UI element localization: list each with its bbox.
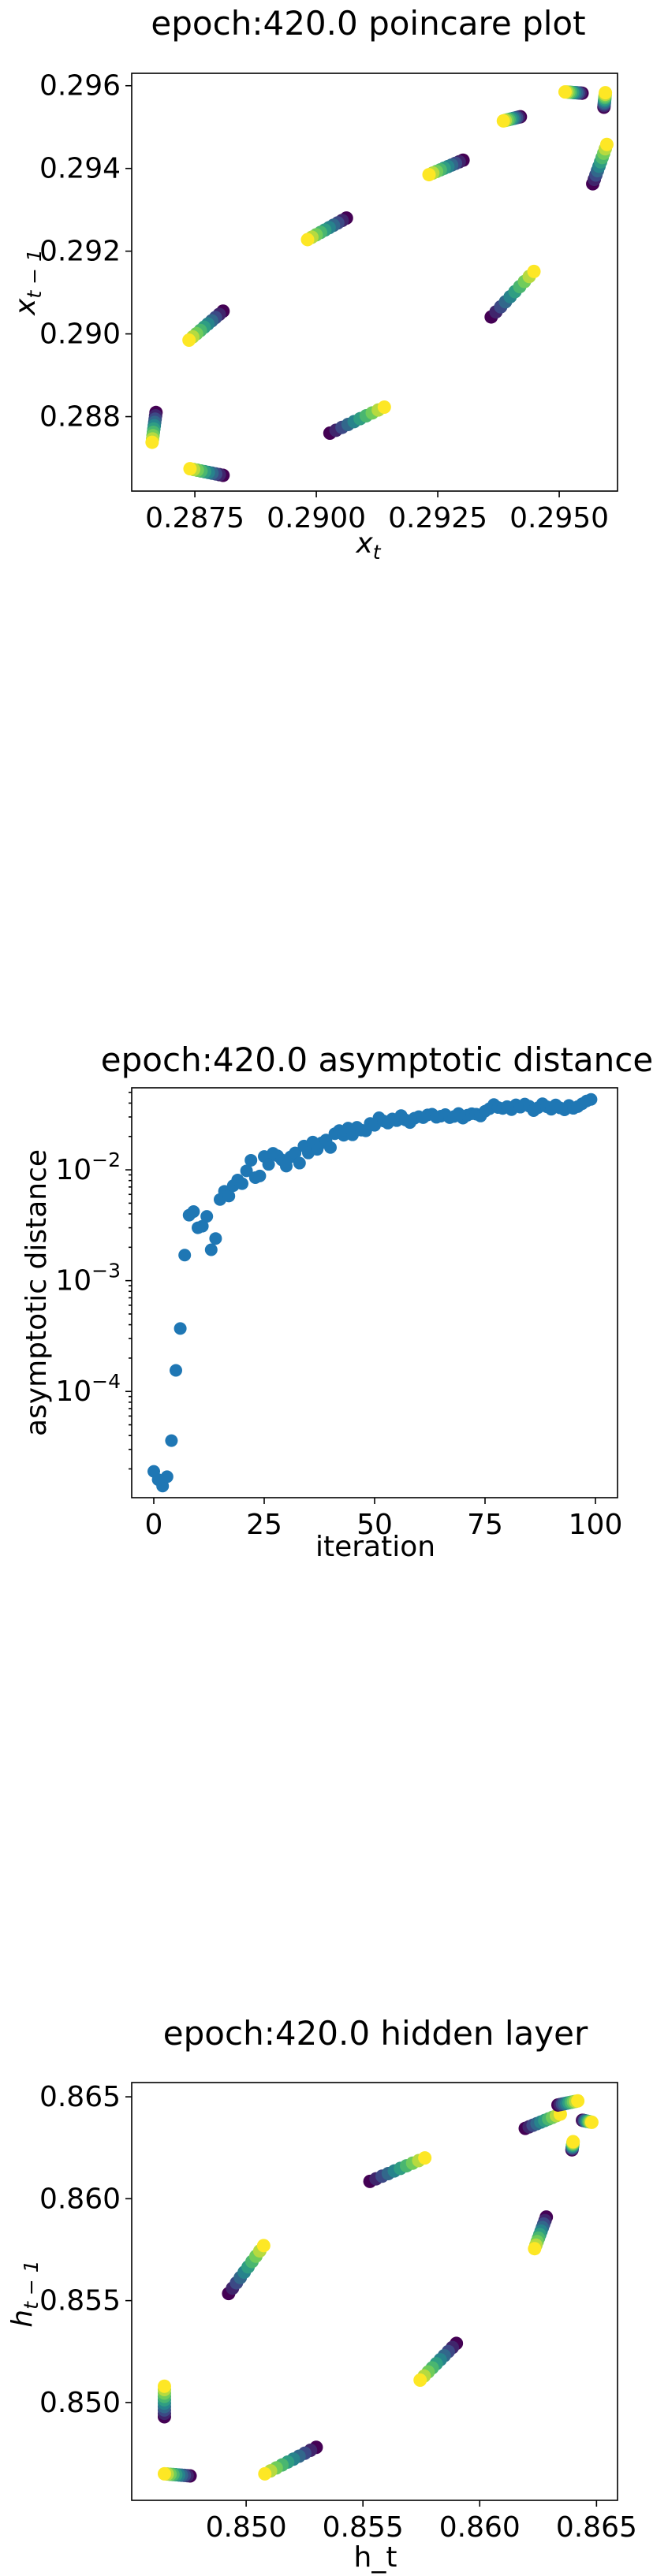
asymptotic-point	[209, 1232, 222, 1245]
asymptotic-x-tick-label: 0	[145, 1509, 163, 1541]
poincare-point	[558, 85, 572, 99]
poincare-point	[422, 168, 436, 182]
asymptotic-point	[244, 1153, 258, 1167]
hidden-point	[413, 2373, 427, 2387]
hidden-y-tick-label: 0.850	[39, 2387, 121, 2419]
asymptotic-point	[293, 1156, 306, 1170]
asymptotic-y-tick-label: 10−4	[55, 1370, 121, 1408]
hidden-y-axis-label: ht − 1	[6, 2260, 43, 2327]
poincare-chart: epoch:420.0 poincare plot 0.2875 0.2900 0.…	[9, 4, 618, 564]
hidden-x-tick-label: 0.860	[439, 2511, 521, 2544]
asymptotic-point	[289, 1146, 302, 1160]
poincare-point	[183, 462, 197, 476]
asymptotic-point	[187, 1205, 200, 1219]
poincare-x-tick-label: 0.2950	[509, 502, 609, 534]
asymptotic-point	[253, 1169, 267, 1182]
poincare-point	[496, 114, 510, 128]
asymptotic-point	[236, 1177, 248, 1190]
poincare-point	[145, 435, 159, 449]
asymptotic-plot-frame	[131, 1087, 618, 1498]
asymptotic-x-tick-label: 50	[356, 1509, 393, 1541]
asymptotic-point	[160, 1470, 174, 1483]
hidden-point	[528, 2242, 542, 2256]
poincare-point	[377, 400, 391, 414]
asymptotic-x-tick-label: 100	[569, 1509, 623, 1541]
poincare-x-tick-label: 0.2875	[145, 502, 244, 534]
asymptotic-y-tick-label: 10−2	[55, 1148, 121, 1186]
asymptotic-point	[174, 1322, 187, 1335]
hidden-y-tick-label: 0.855	[39, 2285, 121, 2317]
asymptotic-point	[324, 1141, 337, 1154]
poincare-point	[300, 233, 315, 247]
asymptotic-distance-chart: epoch:420.0 asymptotic distance 0 25 50 75 1…	[21, 1040, 653, 1563]
asymptotic-x-axis-label: iteration	[315, 1531, 435, 1563]
asymptotic-point	[165, 1434, 178, 1447]
poincare-point	[599, 86, 613, 100]
asymptotic-y-axis: 10−4 10−3 10−2	[55, 1092, 132, 1470]
poincare-x-axis-label: xt	[355, 527, 381, 564]
hidden-x-tick-label: 0.855	[323, 2511, 404, 2544]
asymptotic-point	[156, 1480, 170, 1493]
asymptotic-y-axis-label: asymptotic distance	[21, 1149, 53, 1436]
hidden-point	[584, 2115, 599, 2129]
poincare-x-tick-label: 0.2925	[388, 502, 487, 534]
hidden-plot-area	[157, 2094, 599, 2483]
asymptotic-y-tick-label: 10−3	[55, 1260, 121, 1297]
asymptotic-distance-chart-title: epoch:420.0 asymptotic distance	[101, 1040, 653, 1079]
poincare-point	[599, 137, 614, 151]
asymptotic-point	[584, 1093, 598, 1106]
poincare-point	[527, 264, 541, 278]
poincare-x-tick-label: 0.2900	[267, 502, 366, 534]
poincare-x-axis: 0.2875 0.2900 0.2925 0.2950	[145, 491, 609, 534]
asymptotic-point	[204, 1243, 218, 1256]
hidden-point	[258, 2466, 272, 2481]
hidden-point	[256, 2239, 271, 2253]
hidden-layer-chart: epoch:420.0 hidden layer 0.850 0.855 0.860…	[6, 2014, 637, 2574]
poincare-point	[182, 333, 196, 347]
poincare-y-tick-label: 0.288	[39, 401, 121, 434]
asymptotic-plot-area	[147, 1093, 598, 1493]
hidden-point	[566, 2135, 580, 2149]
poincare-y-axis-label: xt − 1	[9, 249, 46, 316]
hidden-point	[157, 2466, 171, 2481]
asymptotic-point	[196, 1219, 209, 1233]
hidden-x-axis-label: h_t	[354, 2541, 397, 2574]
poincare-y-axis: 0.288 0.290 0.292 0.294 0.296	[39, 70, 132, 434]
asymptotic-x-axis: 0 25 50 75 100	[145, 1498, 623, 1541]
poincare-chart-title: epoch:420.0 poincare plot	[151, 4, 585, 43]
hidden-y-tick-label: 0.860	[39, 2183, 121, 2215]
asymptotic-point	[200, 1210, 214, 1223]
poincare-plot-frame	[131, 73, 618, 492]
asymptotic-x-tick-label: 25	[246, 1509, 282, 1541]
hidden-point	[571, 2094, 585, 2108]
hidden-point	[418, 2151, 432, 2165]
poincare-y-tick-label: 0.294	[39, 153, 121, 185]
asymptotic-point	[262, 1158, 275, 1171]
poincare-y-tick-label: 0.292	[39, 236, 121, 268]
asymptotic-point	[240, 1164, 253, 1178]
poincare-y-tick-label: 0.290	[39, 318, 121, 351]
poincare-plot-area	[145, 85, 614, 482]
poincare-y-tick-label: 0.296	[39, 70, 121, 102]
hidden-y-tick-label: 0.865	[39, 2081, 121, 2113]
hidden-y-axis: 0.850 0.855 0.860 0.865	[39, 2081, 132, 2419]
hidden-point	[157, 2379, 171, 2393]
hidden-plot-frame	[131, 2082, 618, 2501]
hidden-x-tick-label: 0.850	[206, 2511, 287, 2544]
asymptotic-point	[222, 1189, 236, 1203]
hidden-x-axis: 0.850 0.855 0.860 0.865	[206, 2500, 637, 2544]
asymptotic-point	[170, 1364, 182, 1377]
hidden-layer-chart-title: epoch:420.0 hidden layer	[163, 2014, 588, 2053]
asymptotic-x-tick-label: 75	[467, 1509, 503, 1541]
asymptotic-point	[178, 1249, 192, 1262]
hidden-x-tick-label: 0.865	[556, 2511, 637, 2544]
